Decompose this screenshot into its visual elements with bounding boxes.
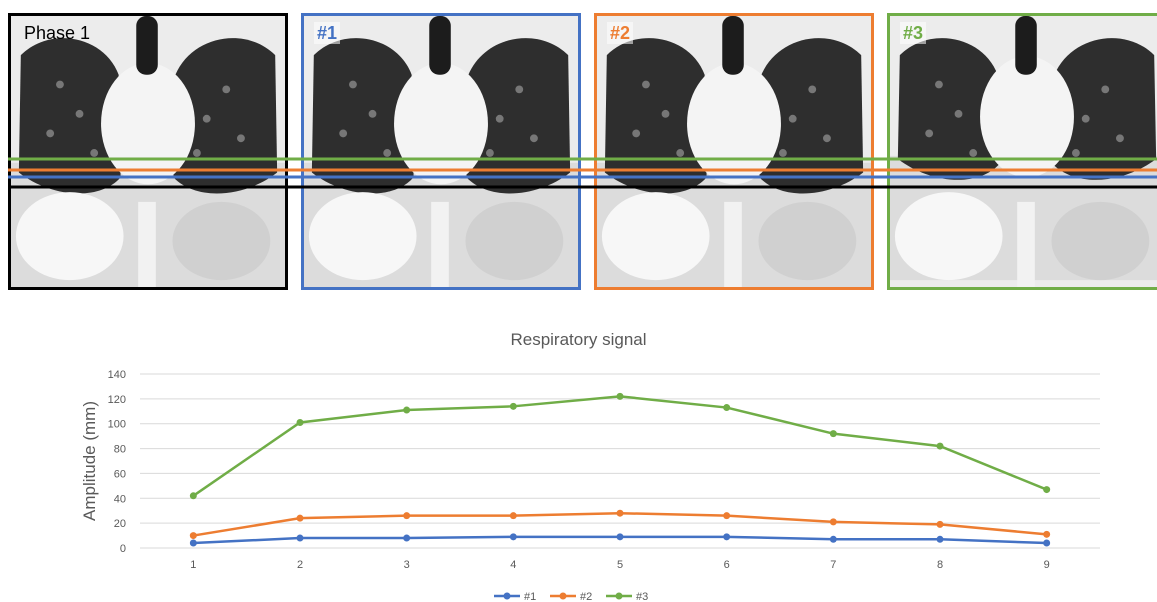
data-point bbox=[403, 534, 411, 542]
panel-label: #3 bbox=[900, 22, 927, 44]
data-point bbox=[723, 512, 731, 520]
x-tick-label: 9 bbox=[1044, 559, 1050, 571]
legend-label: #2 bbox=[580, 591, 592, 602]
data-point bbox=[829, 535, 837, 543]
liver bbox=[308, 192, 417, 281]
y-axis-label: Amplitude (mm) bbox=[80, 401, 99, 521]
data-point bbox=[616, 509, 624, 517]
chart-title: Respiratory signal bbox=[510, 330, 647, 349]
data-point bbox=[403, 512, 411, 520]
spleen bbox=[758, 201, 857, 281]
data-point bbox=[829, 518, 837, 526]
spine bbox=[724, 201, 742, 287]
x-tick-label: 8 bbox=[937, 559, 943, 571]
y-tick-label: 60 bbox=[114, 468, 126, 480]
data-point bbox=[189, 532, 197, 540]
ct-image bbox=[11, 16, 285, 287]
left-lung bbox=[1052, 38, 1157, 180]
legend-label: #3 bbox=[636, 591, 648, 602]
y-tick-label: 20 bbox=[114, 518, 126, 530]
data-point bbox=[1043, 530, 1051, 538]
mediastinum bbox=[394, 62, 488, 185]
ct-image bbox=[890, 16, 1157, 287]
data-point bbox=[723, 404, 731, 412]
ct-image bbox=[597, 16, 871, 287]
x-tick-label: 3 bbox=[404, 559, 410, 571]
data-point bbox=[296, 514, 304, 522]
chart-plot: 0 20 40 60 80 100 120 140 1 2 3 4 5 6 7 8 9 Amplitude (mm… bbox=[80, 369, 1100, 602]
spleen bbox=[1051, 201, 1150, 281]
data-point bbox=[189, 492, 197, 500]
data-point bbox=[296, 534, 304, 542]
panel-label: Phase 1 bbox=[24, 23, 91, 43]
y-tick-label: 100 bbox=[108, 419, 126, 431]
x-tick-label: 6 bbox=[724, 559, 730, 571]
data-point bbox=[509, 512, 517, 520]
right-lung bbox=[897, 38, 1000, 180]
data-point bbox=[936, 535, 944, 543]
respiratory-chart: Respiratory signal 0 20 40 60 80 100 120 140 1 2 3… bbox=[0, 318, 1157, 602]
ct-panel-phase-1: Phase 1 bbox=[8, 13, 288, 290]
panel-label: #1 bbox=[314, 22, 341, 44]
liver bbox=[894, 192, 1003, 281]
trachea bbox=[1015, 16, 1037, 75]
data-point bbox=[189, 539, 197, 547]
ct-panel-2: #2 bbox=[594, 13, 874, 290]
spine bbox=[1017, 201, 1035, 287]
panel-label: #2 bbox=[607, 22, 634, 44]
ct-image bbox=[304, 16, 578, 287]
trachea bbox=[136, 16, 158, 75]
data-point bbox=[936, 442, 944, 450]
data-point bbox=[296, 418, 304, 426]
legend-marker bbox=[559, 592, 567, 600]
x-tick-label: 1 bbox=[190, 559, 196, 571]
data-point bbox=[1043, 539, 1051, 547]
data-point bbox=[936, 520, 944, 528]
y-tick-label: 120 bbox=[108, 394, 126, 406]
data-point bbox=[616, 533, 624, 541]
liver bbox=[601, 192, 710, 281]
data-point bbox=[616, 392, 624, 400]
y-tick-label: 80 bbox=[114, 444, 126, 456]
data-point bbox=[509, 533, 517, 541]
y-tick-label: 0 bbox=[120, 543, 126, 555]
ct-image-panels: Phase 1 #1 #2 #3 bbox=[0, 0, 1157, 300]
trachea bbox=[722, 16, 744, 75]
data-point bbox=[829, 430, 837, 438]
ct-panel-1: #1 bbox=[301, 13, 581, 290]
spine bbox=[431, 201, 449, 287]
legend-marker bbox=[615, 592, 623, 600]
spleen bbox=[172, 201, 271, 281]
legend-marker bbox=[503, 592, 511, 600]
series-line bbox=[192, 395, 1048, 497]
x-tick-label: 4 bbox=[510, 559, 516, 571]
data-point bbox=[723, 533, 731, 541]
x-tick-label: 5 bbox=[617, 559, 623, 571]
liver bbox=[15, 192, 124, 281]
mediastinum bbox=[980, 56, 1074, 178]
x-tick-label: 7 bbox=[830, 559, 836, 571]
y-tick-label: 40 bbox=[114, 493, 126, 505]
legend-label: #1 bbox=[524, 591, 536, 602]
ct-panel-3: #3 bbox=[887, 13, 1157, 290]
trachea bbox=[429, 16, 451, 75]
mediastinum bbox=[687, 62, 781, 185]
mediastinum bbox=[101, 62, 195, 185]
spine bbox=[138, 201, 156, 287]
data-point bbox=[1043, 486, 1051, 494]
data-point bbox=[403, 406, 411, 414]
data-point bbox=[509, 402, 517, 410]
spleen bbox=[465, 201, 564, 281]
x-tick-label: 2 bbox=[297, 559, 303, 571]
y-tick-label: 140 bbox=[108, 369, 126, 381]
